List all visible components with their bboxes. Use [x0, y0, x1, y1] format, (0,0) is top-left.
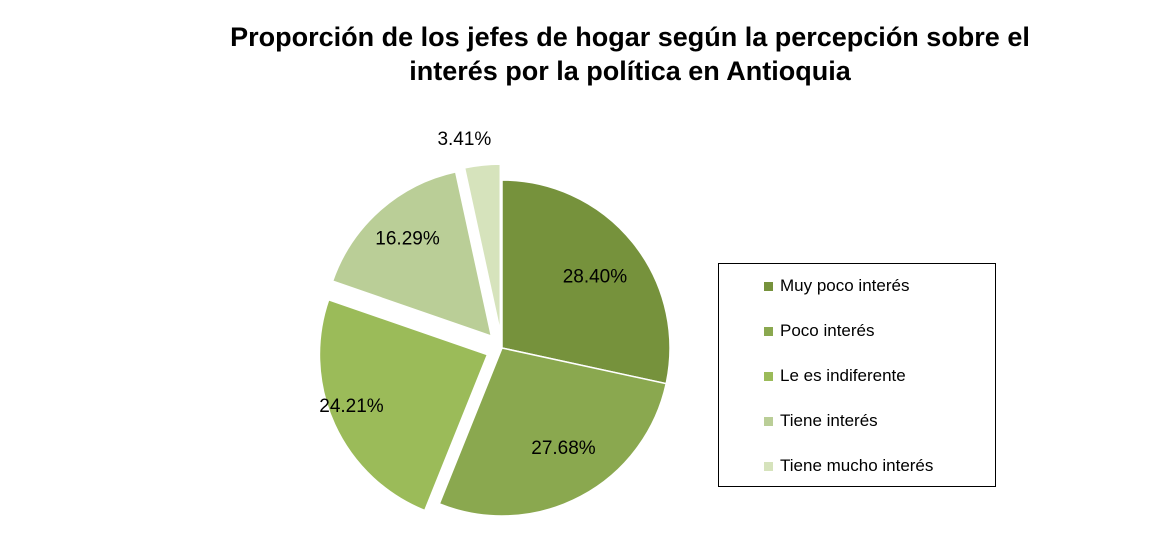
pie-slice-le-es-indiferente — [318, 298, 489, 512]
legend-item-tiene-mucho-interes: Tiene mucho interés — [719, 454, 933, 478]
data-label-muy-poco-interes: 28.40% — [563, 266, 628, 287]
pie-slice-tiene-mucho-interes — [463, 163, 502, 333]
chart-title-line-1: Proporción de los jefes de hogar según l… — [230, 22, 1030, 52]
pie-slice-tiene-interes — [331, 170, 493, 338]
legend-label: Muy poco interés — [780, 276, 910, 295]
legend-label: Le es indiferente — [780, 366, 906, 385]
legend-label: Tiene mucho interés — [780, 456, 934, 475]
chart-legend: Muy poco interés Poco interés Le es indife… — [718, 263, 996, 487]
legend-swatch — [764, 461, 773, 471]
legend-swatch — [764, 326, 773, 336]
legend-swatch — [764, 416, 773, 426]
legend-swatch — [764, 371, 773, 381]
chart-title: Proporción de los jefes de hogar según l… — [130, 20, 1130, 88]
legend-item-le-es-indiferente: Le es indiferente — [719, 364, 906, 388]
pie-slice-poco-interes — [438, 347, 668, 517]
legend-swatch — [764, 281, 773, 291]
legend-label: Poco interés — [780, 321, 875, 340]
pie-slice-muy-poco-interes — [501, 179, 671, 385]
legend-item-poco-interes: Poco interés — [719, 319, 875, 343]
data-label-poco-interes: 27.68% — [531, 438, 596, 459]
legend-item-tiene-interes: Tiene interés — [719, 409, 878, 433]
data-label-le-es-indiferente: 24.21% — [319, 396, 384, 417]
legend-label: Tiene interés — [780, 411, 878, 430]
legend-item-muy-poco-interes: Muy poco interés — [719, 274, 909, 298]
data-label-tiene-mucho-interes: 3.41% — [437, 129, 491, 150]
chart-title-line-2: interés por la política en Antioquia — [409, 56, 851, 86]
data-label-tiene-interes: 16.29% — [375, 229, 440, 250]
